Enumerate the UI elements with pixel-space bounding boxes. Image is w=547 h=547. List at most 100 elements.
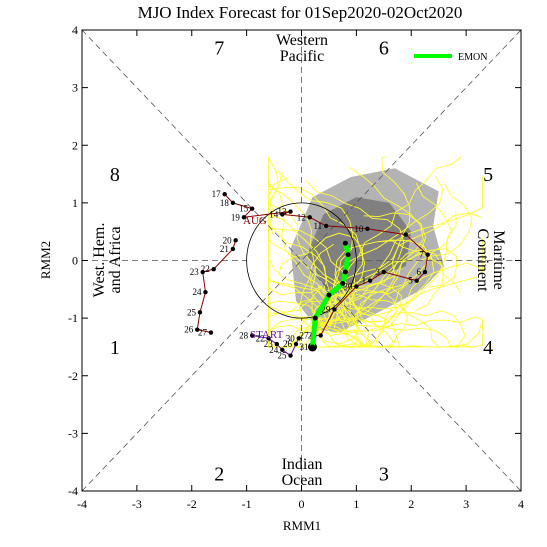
chart-title: MJO Index Forecast for 01Sep2020-02Oct20… — [138, 3, 463, 22]
y-tick-label: 0 — [72, 254, 78, 268]
observed-track-day-label: 1 — [362, 276, 367, 286]
y-tick-label: 4 — [72, 23, 78, 37]
region-right-line2: Continent — [474, 228, 491, 292]
ensemble-member-line — [338, 310, 466, 348]
observed-track-day-label: 3 — [375, 267, 380, 277]
start-track-day-label: 25 — [278, 351, 288, 361]
ensemble-member-line — [334, 240, 461, 301]
ensemble-member-line — [291, 317, 343, 348]
loop-track-day-label: 27 — [198, 328, 208, 338]
observed-track-day-label: 19 — [231, 212, 241, 222]
observed-track-day-label: 14 — [269, 209, 279, 219]
observed-track-point — [307, 215, 312, 220]
start-track-point — [280, 347, 285, 353]
observed-track-point — [249, 206, 255, 211]
observed-track-day-label: 11 — [314, 221, 323, 231]
legend-label: EMON — [458, 52, 487, 63]
start-track-point — [249, 333, 255, 338]
start-track-point — [266, 336, 271, 341]
loop-track-day-label: 24 — [192, 287, 202, 297]
observed-track-point — [241, 215, 247, 220]
start-track-point — [274, 341, 280, 347]
observed-track-point — [222, 192, 227, 197]
observed-track-day-label: 5 — [408, 276, 413, 286]
region-bottom-line2: Ocean — [282, 472, 323, 489]
y-tick-label: -4 — [68, 484, 78, 498]
ensemble-member-line — [268, 285, 323, 321]
ensemble-member-line — [305, 180, 405, 305]
phase-number: 4 — [483, 337, 493, 359]
phase-number: 2 — [214, 464, 224, 486]
start-label: START — [250, 329, 284, 341]
month-label-aug: AUG — [243, 215, 267, 227]
loop-track-line — [196, 240, 237, 334]
ensemble-member-line — [342, 176, 484, 287]
start-track-point — [293, 341, 299, 347]
ensemble-member-line — [331, 262, 484, 335]
x-tick-label: -3 — [132, 497, 142, 511]
phase-number: 6 — [379, 37, 389, 59]
y-tick-label: 3 — [72, 81, 78, 95]
observed-track-point — [354, 284, 359, 289]
loop-track-point — [230, 246, 236, 252]
observed-track-line — [224, 193, 429, 347]
observed-track-point — [425, 252, 430, 257]
start-track-day-label: 26 — [283, 339, 293, 349]
region-right-line1: Maritime — [490, 230, 507, 290]
ensemble-member-line — [333, 176, 444, 326]
y-tick-label: -2 — [68, 369, 78, 383]
ensemble-mean-point — [326, 292, 332, 298]
y-tick-label: 1 — [72, 196, 78, 210]
region-left-line1: West. Hem. — [91, 223, 108, 298]
phase-number: 8 — [110, 164, 120, 186]
diagonal-line — [81, 29, 522, 492]
observed-track-day-label: 18 — [220, 198, 230, 208]
start-track-day-label: 28 — [239, 330, 249, 340]
start-track-day-label: 30 — [286, 333, 296, 343]
loop-track-point — [233, 238, 238, 243]
loop-track-point — [211, 266, 216, 272]
y-tick-label: -3 — [68, 426, 78, 440]
observed-track-point — [230, 200, 236, 206]
loop-track-day-label: 23 — [190, 267, 200, 277]
observed-track-point — [288, 209, 293, 214]
ensemble-member-line — [322, 239, 435, 332]
x-tick-label: 3 — [463, 497, 469, 511]
observed-track-point — [323, 223, 329, 229]
x-tick-label: 2 — [408, 497, 414, 511]
ensemble-mean-point — [345, 252, 351, 258]
ensemble-mean-point — [312, 315, 318, 321]
ensemble-member-line — [327, 289, 398, 348]
start-track-day-label: 22 — [256, 333, 265, 343]
phase-guides — [81, 29, 522, 492]
observed-track-day-label: 29 — [321, 304, 331, 314]
loop-track-day-label: 20 — [223, 235, 233, 245]
ensemble-member-line — [354, 315, 484, 348]
observed-track-day-label: 10 — [354, 224, 364, 234]
observed-track-day-label: 17 — [212, 189, 222, 199]
observed-track-point — [403, 232, 408, 237]
region-left-line2: and Africa — [107, 226, 124, 293]
ensemble-member-line — [314, 329, 463, 348]
x-tick-label: -1 — [242, 497, 252, 511]
observed-track-point — [381, 269, 387, 275]
x-axis-label: RMM1 — [283, 518, 321, 533]
ensemble-member-line — [328, 294, 484, 348]
observed-track-point — [318, 333, 323, 338]
y-tick-label: -1 — [68, 311, 78, 325]
observed-track-day-label: 6 — [416, 267, 421, 277]
ensemble-member-line — [321, 248, 457, 303]
ensemble-member-line — [352, 237, 484, 316]
ensemble-member-line — [346, 182, 452, 330]
phase-number: 1 — [110, 337, 120, 359]
x-tick-label: 1 — [353, 497, 359, 511]
ensemble-member-line — [330, 210, 457, 310]
region-labels: Western Pacific Indian Ocean West. Hem. … — [91, 32, 507, 489]
observed-track-point — [332, 307, 337, 312]
observed-track-point — [422, 269, 428, 275]
observed-track-point — [365, 226, 370, 232]
